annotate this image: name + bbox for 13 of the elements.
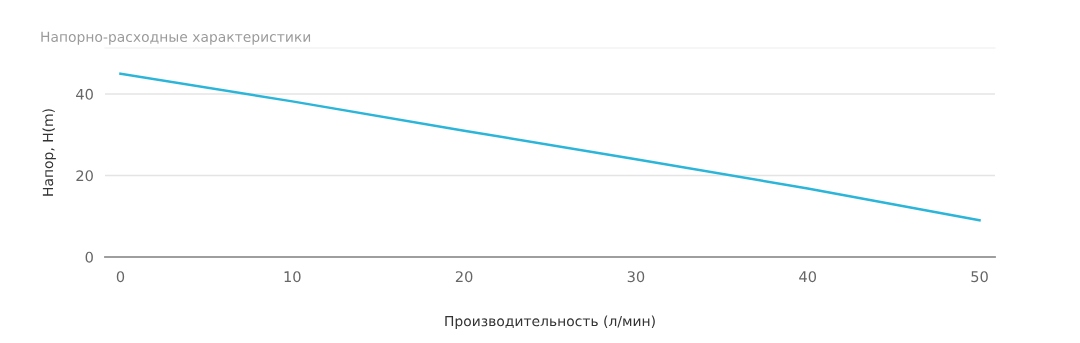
y-tick-label: 20 — [76, 170, 93, 182]
y-tick-label: 40 — [76, 88, 93, 100]
chart-title: Напорно-расходные характеристики — [41, 31, 311, 45]
x-tick-label: 20 — [455, 271, 473, 283]
y-axis-title: Напор, H(m) — [42, 109, 56, 196]
y-tick-label: 0 — [85, 251, 93, 263]
x-tick-label: 0 — [116, 271, 125, 283]
x-axis-title: Производительность (л/мин) — [445, 315, 655, 329]
x-tick-label: 40 — [799, 271, 817, 283]
x-tick-label: 30 — [627, 271, 645, 283]
line-series — [119, 72, 981, 222]
x-tick-label: 50 — [971, 271, 988, 283]
x-tick-label: 10 — [284, 271, 301, 283]
